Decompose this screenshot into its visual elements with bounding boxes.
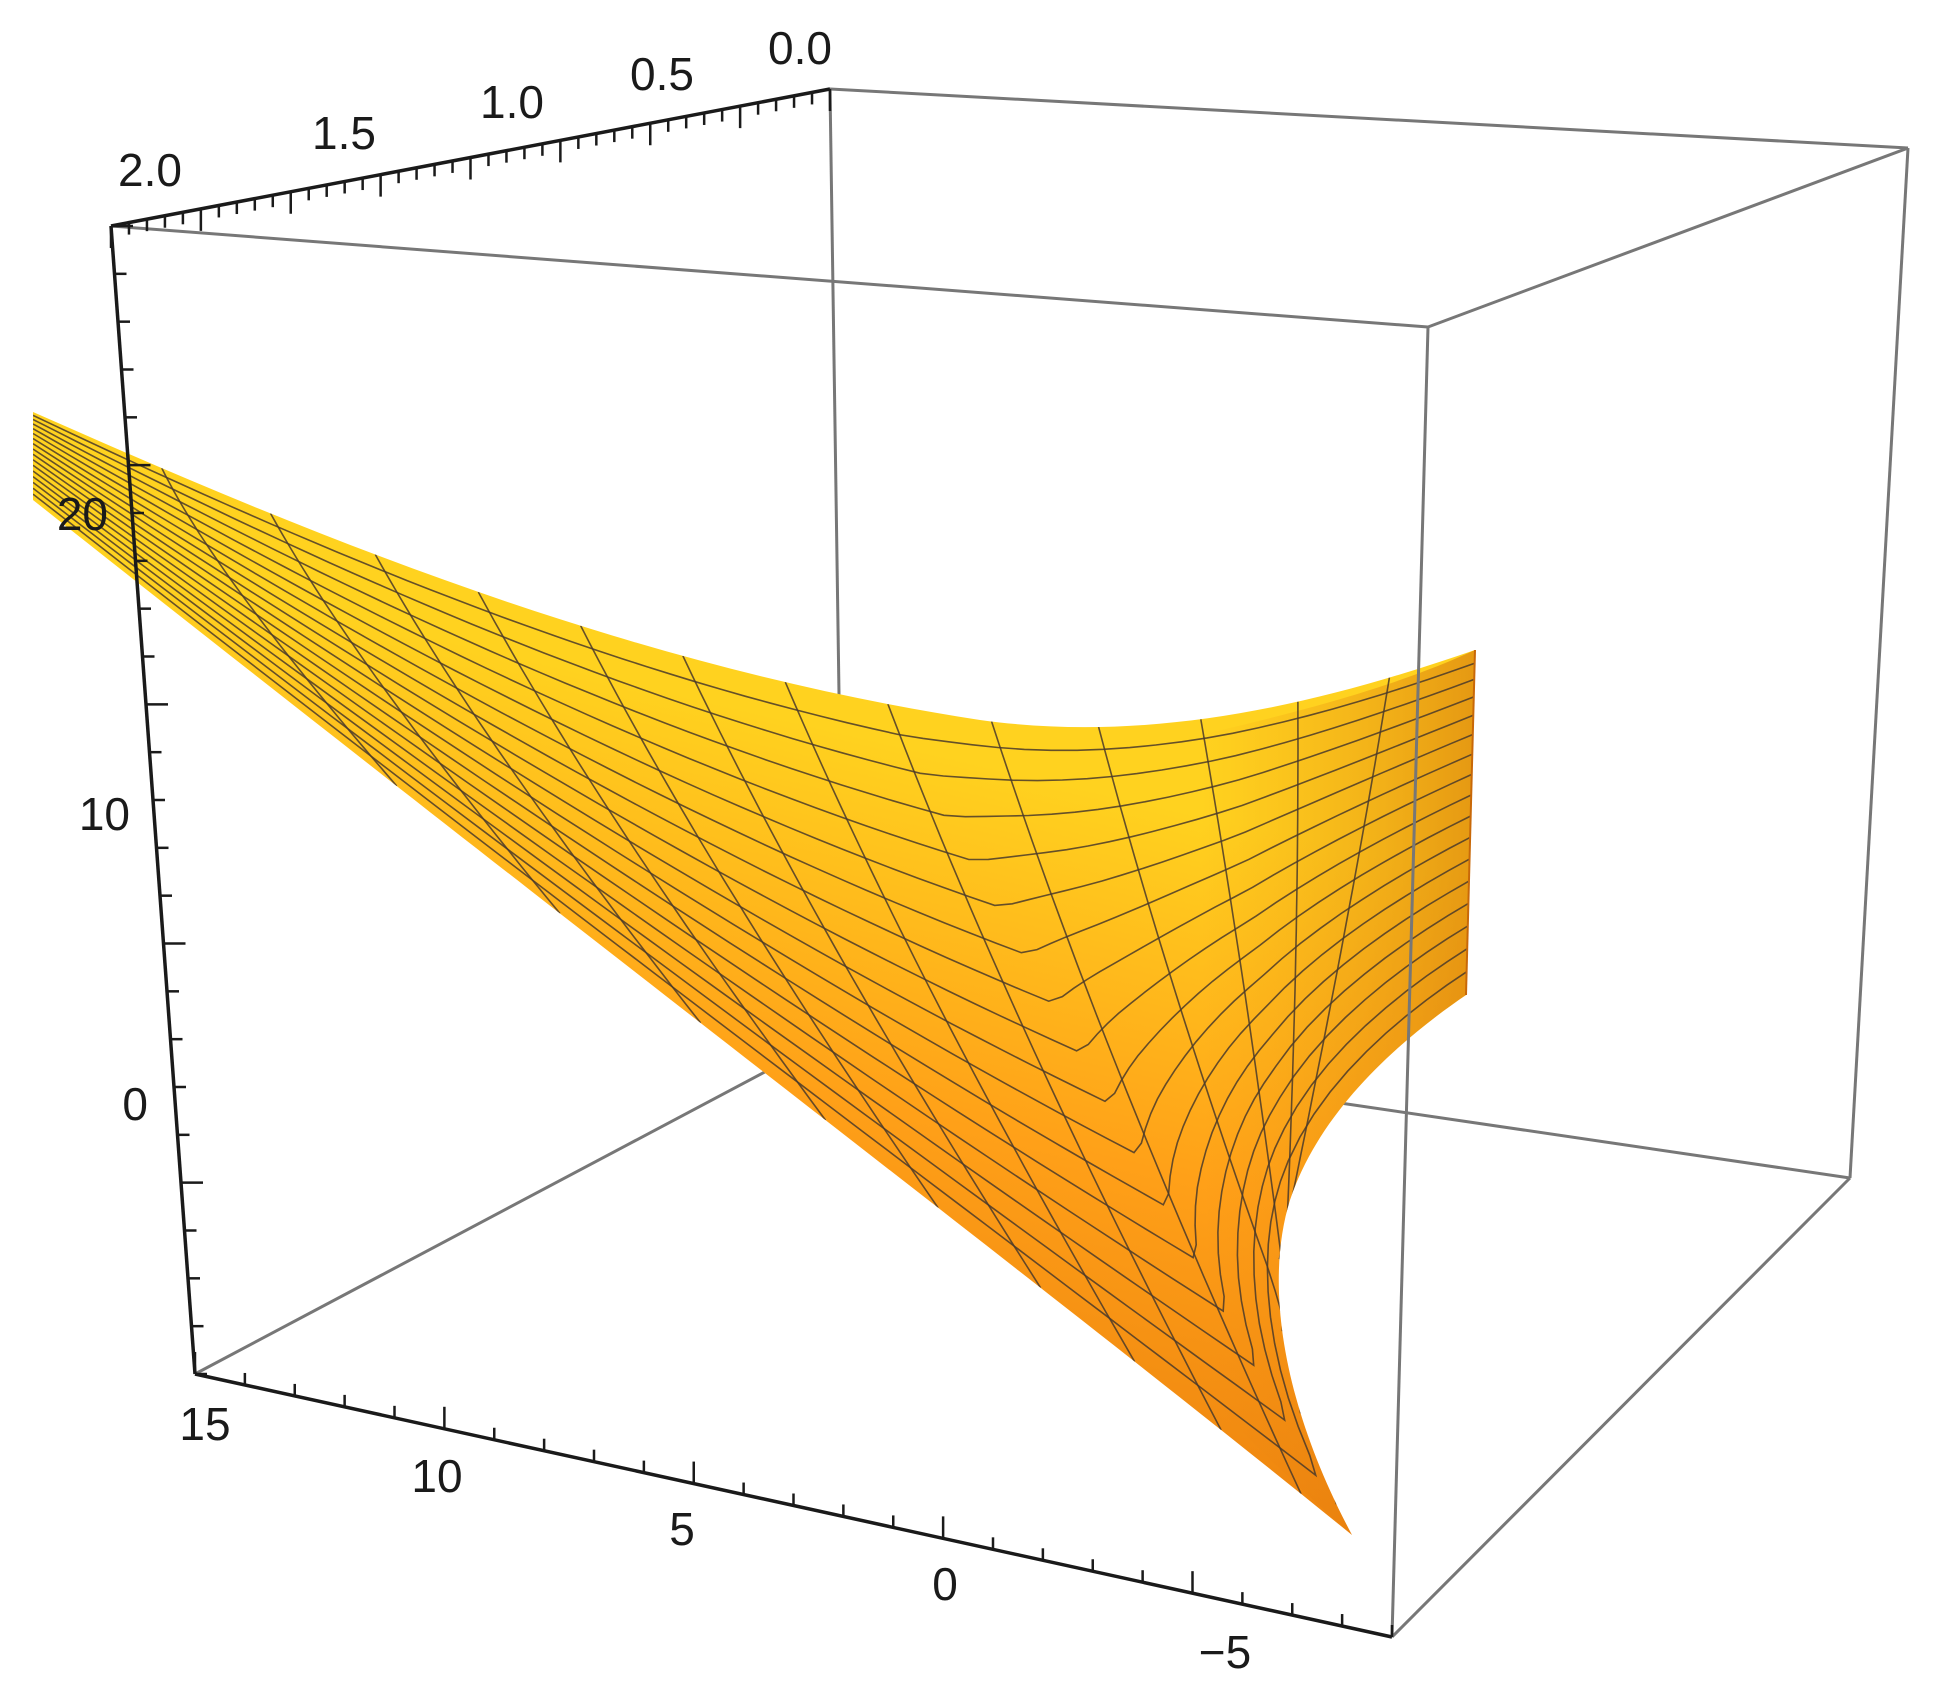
mesh-line-t (33, 464, 1470, 1206)
box-edge (110, 224, 1429, 329)
t-tick-label: 0.5 (630, 48, 694, 100)
mesh-line-t (33, 453, 1472, 1103)
surface-shade (1200, 650, 1475, 1535)
z-tick-label: 20 (57, 488, 108, 540)
z-axis-tick-labels: 20 10 0 (57, 488, 148, 1130)
mesh-line-t (33, 443, 1473, 1003)
mesh-line-x (161, 467, 398, 787)
mesh-line-x (784, 681, 1136, 1363)
mesh-line-t (33, 470, 1470, 1259)
bounding-box-front (1390, 146, 1909, 1639)
box-edge (1390, 326, 1430, 1638)
box-edge (1848, 147, 1910, 1179)
mesh-line-x (477, 591, 827, 1121)
mesh-line-x (579, 625, 939, 1209)
z-tick-label: 0 (122, 1078, 148, 1130)
x-tick-label: 10 (411, 1450, 462, 1502)
t-tick-label: 0.0 (768, 22, 832, 74)
mesh-line-t (33, 475, 1469, 1313)
surface-patch (33, 412, 1475, 1535)
x-tick-label: −5 (1199, 1626, 1251, 1678)
x-axis-tick-labels: 15 10 5 0 −5 (179, 1398, 1251, 1678)
mesh-line-t (33, 487, 1468, 1422)
mesh-line-t (33, 493, 1468, 1478)
tick-marks (109, 89, 1394, 1637)
mesh-line-t (33, 481, 1469, 1367)
mesh-line-x (374, 554, 702, 1024)
z-tick-label: 10 (79, 788, 130, 840)
t-axis-tick-labels: 0.0 0.5 1.0 1.5 2.0 (118, 22, 832, 196)
mesh-line-t (33, 448, 1472, 1052)
surface-mesh (33, 414, 1475, 1505)
surface (33, 412, 1476, 1535)
mesh-line-x (990, 721, 1302, 1495)
x-tick-label: 15 (179, 1398, 230, 1450)
mesh-line-t (33, 414, 1475, 752)
x-tick-label: 5 (669, 1503, 695, 1555)
mesh-line-t (33, 459, 1471, 1154)
mesh-line-t (33, 418, 1475, 782)
t-tick-label: 1.5 (312, 107, 376, 159)
mesh-line-t (33, 437, 1473, 954)
box-edge (194, 1028, 845, 1376)
box-edge (1427, 146, 1909, 329)
mesh-line-x (1278, 677, 1391, 1260)
mesh-line-t (33, 432, 1474, 907)
mesh-line-t (33, 428, 1474, 861)
mesh-line-x (887, 703, 1222, 1431)
mesh-line-t (33, 423, 1475, 818)
surface-edge (1465, 649, 1476, 996)
x-tick-label: 0 (932, 1558, 958, 1610)
box-edge (829, 87, 1909, 150)
t-tick-label: 2.0 (118, 144, 182, 196)
mesh-line-x (269, 513, 561, 915)
box-edge (1390, 1176, 1852, 1639)
mesh-line-x (682, 655, 1042, 1289)
t-tick-label: 1.0 (480, 76, 544, 128)
